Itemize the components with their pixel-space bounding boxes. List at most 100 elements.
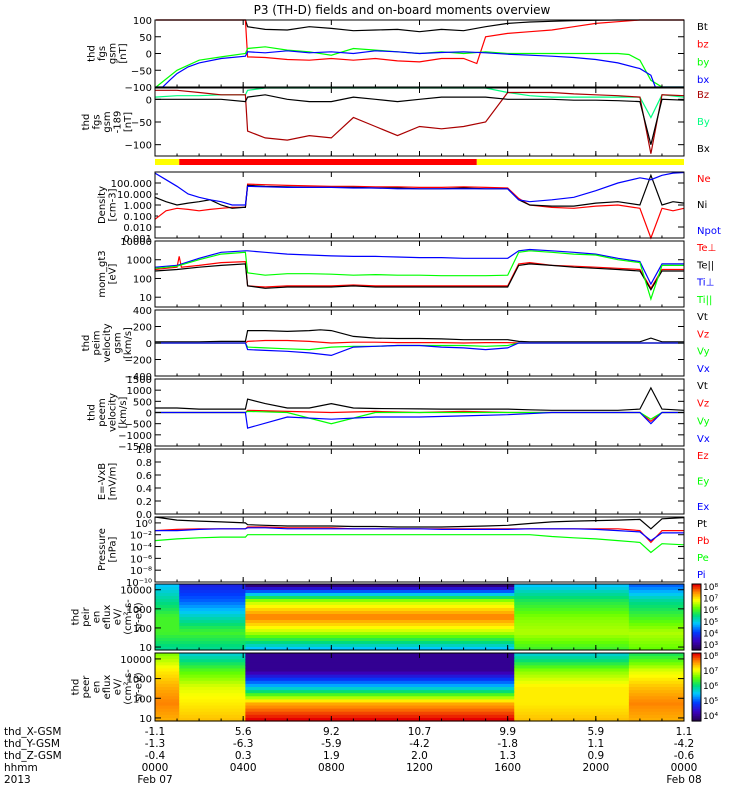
legend-entry: bz (697, 40, 709, 51)
spectrogram-cell (155, 641, 180, 645)
colorbar-cell (692, 598, 701, 602)
legend-entry: bx (697, 75, 709, 86)
y-axis-label: [nT] (118, 43, 129, 63)
spectrogram-cell (628, 659, 685, 663)
legend-entry: Bx (697, 144, 710, 155)
spectrogram-cell (155, 696, 180, 700)
colorbar-cell (692, 710, 701, 714)
spectrogram-cell (514, 665, 630, 670)
spectrogram-cell (514, 593, 630, 597)
colorbar-cell (692, 592, 701, 595)
colorbar-cell (692, 707, 701, 710)
spectrogram-cell (245, 593, 515, 597)
series-line-by (155, 46, 684, 88)
y-tick-label: 100 (133, 624, 152, 635)
time-axis-value: 1.3 (499, 750, 516, 762)
spectrogram-cell (155, 638, 180, 642)
colorbar-cell (692, 680, 701, 683)
spectrogram-cell (179, 690, 246, 694)
legend-entry: Vt (697, 312, 708, 323)
y-tick-label: 0 (146, 409, 152, 420)
spectrogram-cell (245, 611, 515, 615)
spectrogram-cell (245, 608, 515, 612)
spectrogram-cell (155, 717, 180, 722)
panel-9: 10⁸ 10⁷ 10⁶ 10⁵ 10⁴ 10000 1000 100 10 thd peer en ef… (71, 652, 719, 725)
time-axis-value: 1600 (494, 762, 521, 774)
legend-entry: Ex (697, 502, 709, 513)
spectrogram-cell (245, 674, 515, 679)
spectrogram-cell (628, 629, 685, 633)
time-axis-value: -0.6 (674, 750, 695, 762)
spectrogram-cell (245, 699, 515, 704)
spectrogram-cell (245, 705, 515, 710)
spectrogram-cell (514, 708, 630, 713)
spectrogram-cell (628, 641, 685, 645)
spectrogram-cell (514, 611, 630, 615)
colorbar-cell (692, 712, 701, 715)
spectrogram-cell (245, 668, 515, 673)
colorbar-cell (692, 608, 701, 611)
colorbar-label: 10⁵ (703, 618, 718, 628)
spectrogram-cell (155, 699, 180, 704)
spectrogram-cell (155, 617, 180, 621)
colorbar-cell (692, 628, 701, 631)
time-axis-row-label: hhmm (4, 762, 38, 774)
spectrogram-cell (179, 620, 246, 624)
colorbar-cell (692, 659, 701, 663)
legend-entry: Vx (697, 364, 710, 375)
y-tick-label: 10000 (120, 655, 152, 666)
y-tick-label: −500 (125, 420, 152, 431)
time-axis-value: 5.6 (235, 726, 252, 738)
colorbar-cell (692, 697, 701, 700)
series-line-Bx (155, 94, 685, 145)
spectrogram-cell (245, 617, 515, 621)
colorbar-cell (692, 612, 701, 615)
y-axis-label: peim (92, 330, 103, 355)
spectrogram-cell (155, 714, 180, 719)
spectrogram-cell (245, 687, 515, 691)
spectrogram-cell (628, 599, 685, 603)
spectrogram-cell (514, 668, 630, 673)
spectrogram-cell (628, 623, 685, 627)
y-tick-label: −400 (125, 372, 152, 383)
y-axis-label: [eV] (107, 264, 118, 285)
series-line-bz (156, 19, 684, 65)
y-tick-label: 10 (139, 293, 152, 304)
series-line-Npot (154, 171, 685, 206)
series-line-bx (156, 50, 684, 88)
y-axis-label: en (92, 611, 103, 624)
spectrogram-cell (155, 602, 180, 606)
series-line-Vx (155, 342, 684, 357)
y-tick-label: −200 (125, 356, 152, 367)
spectrogram-cell (179, 656, 246, 660)
time-axis-row-label: thd_Z-GSM (4, 750, 62, 762)
spectrogram-cell (155, 632, 180, 636)
colorbar-cell (692, 719, 701, 722)
spectrogram-cell (628, 653, 685, 657)
y-axis-label: sr-eV) (134, 672, 145, 701)
series-line-Ne (154, 183, 685, 240)
spectrogram-cell (179, 711, 246, 716)
spectrogram-cell (245, 662, 515, 666)
spectrogram (155, 584, 685, 651)
y-tick-label: −50 (131, 66, 152, 77)
legend-entry: Te⊥ (696, 243, 716, 254)
colorbar-cell (692, 588, 701, 592)
time-axis-value: -6.3 (233, 738, 254, 750)
colorbar-cell (692, 603, 701, 607)
time-axis-value: 10.7 (408, 726, 431, 738)
legend-entry: Npot (697, 226, 721, 237)
spectrogram-cell (514, 711, 630, 716)
colorbar-cell (692, 666, 701, 669)
spectrogram-cell (514, 626, 630, 630)
colorbar-cell (692, 654, 701, 657)
colorbar-label: 10⁸ (703, 583, 718, 593)
y-tick-label: 1000 (127, 256, 152, 267)
spectrogram-cell (514, 596, 630, 600)
y-axis-label: thd (86, 45, 97, 62)
spectrogram-cell (179, 674, 246, 679)
spectrogram-cell (514, 714, 630, 719)
legend-entry: Ti⊥ (696, 278, 714, 289)
y-tick-label: 1.000 (123, 201, 152, 212)
